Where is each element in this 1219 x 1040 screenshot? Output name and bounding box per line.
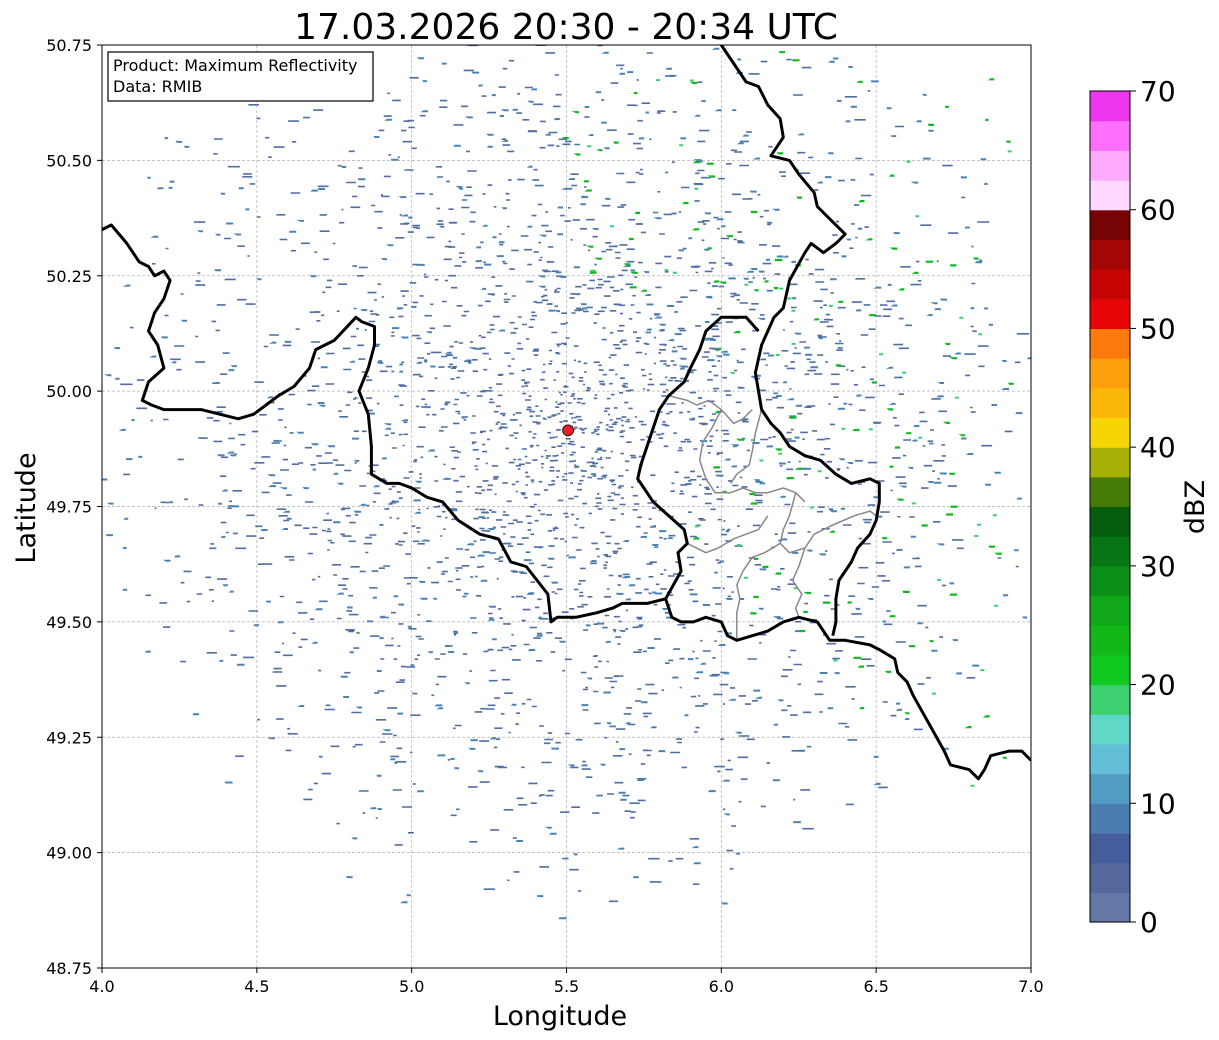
regional-borders bbox=[668, 394, 877, 641]
regional-border bbox=[686, 515, 769, 554]
colorbar-segment bbox=[1090, 565, 1130, 597]
y-tick-label: 49.00 bbox=[46, 844, 92, 863]
info-data-source: Data: RMIB bbox=[113, 77, 202, 96]
colorbar-segment bbox=[1090, 447, 1130, 478]
colorbar-segment bbox=[1090, 269, 1130, 300]
regional-border bbox=[668, 394, 753, 425]
colorbar-tick-label: 10 bbox=[1140, 787, 1176, 820]
colorbar-segment bbox=[1090, 536, 1130, 567]
y-tick-label: 48.75 bbox=[46, 959, 92, 978]
regional-border bbox=[736, 542, 781, 641]
colorbar-segment bbox=[1090, 506, 1130, 537]
colorbar-segment bbox=[1090, 654, 1130, 686]
colorbar-segment bbox=[1090, 328, 1130, 359]
national-border bbox=[719, 45, 847, 245]
radar-site-marker bbox=[562, 424, 574, 437]
colorbar-tick-label: 20 bbox=[1140, 669, 1176, 702]
colorbar-label: dBZ bbox=[1180, 480, 1211, 534]
map-panel: Product: Maximum Reflectivity Data: RMIB bbox=[101, 44, 1032, 969]
x-tick-label: 6.0 bbox=[709, 977, 734, 996]
y-tick-label: 50.75 bbox=[46, 36, 92, 55]
info-product: Product: Maximum Reflectivity bbox=[113, 56, 357, 75]
colorbar-segment bbox=[1090, 625, 1130, 656]
colorbar-segment bbox=[1090, 239, 1130, 270]
colorbar-segment bbox=[1090, 803, 1130, 834]
x-axis-ticks: 4.0 4.5 5.0 5.5 6.0 6.5 7.0 bbox=[89, 968, 1044, 996]
colorbar-segment bbox=[1090, 773, 1130, 804]
x-axis-label: Longitude bbox=[493, 1001, 627, 1032]
y-axis-label: Latitude bbox=[11, 452, 42, 563]
colorbar-tick-label: 40 bbox=[1140, 431, 1176, 464]
colorbar-frame bbox=[1089, 90, 1131, 923]
national-border bbox=[753, 241, 881, 637]
colorbar-segment bbox=[1090, 387, 1130, 419]
colorbar-segment bbox=[1090, 476, 1130, 508]
y-axis-ticks: 50.75 50.50 50.25 50.00 49.75 49.50 49.25 49.00… bbox=[46, 36, 102, 978]
colorbar-segment bbox=[1090, 180, 1130, 211]
y-tick-label: 50.50 bbox=[46, 151, 92, 170]
x-tick-label: 7.0 bbox=[1018, 977, 1043, 996]
colorbar-tick-label: 30 bbox=[1140, 550, 1176, 583]
colorbar-segment bbox=[1090, 120, 1130, 151]
y-tick-label: 49.50 bbox=[46, 613, 92, 632]
colorbar-segment bbox=[1090, 684, 1130, 715]
national-border bbox=[636, 315, 760, 600]
colorbar-segment bbox=[1090, 150, 1130, 181]
colorbar: 0 10 20 30 40 50 60 70 bbox=[1089, 75, 1176, 939]
colorbar-segment bbox=[1090, 358, 1130, 389]
colorbar-segment bbox=[1090, 298, 1130, 330]
colorbar-tick-label: 60 bbox=[1140, 194, 1176, 227]
regional-border bbox=[791, 547, 806, 618]
colorbar-segment bbox=[1090, 595, 1130, 626]
y-tick-label: 50.25 bbox=[46, 267, 92, 286]
x-tick-label: 5.5 bbox=[554, 977, 579, 996]
x-tick-label: 5.0 bbox=[399, 977, 424, 996]
national-borders bbox=[102, 45, 1031, 781]
x-tick-label: 6.5 bbox=[863, 977, 888, 996]
y-tick-label: 49.25 bbox=[46, 728, 92, 747]
colorbar-tick-label: 0 bbox=[1140, 906, 1158, 939]
colorbar-segment bbox=[1090, 714, 1130, 745]
colorbar-segment bbox=[1090, 862, 1130, 893]
colorbar-segment bbox=[1090, 91, 1130, 122]
y-tick-label: 50.00 bbox=[46, 382, 92, 401]
regional-border bbox=[698, 409, 806, 503]
colorbar-segment bbox=[1090, 209, 1130, 240]
regional-border bbox=[729, 409, 763, 484]
colorbar-tick-label: 50 bbox=[1140, 312, 1176, 345]
info-box-frame bbox=[107, 51, 374, 102]
colorbar-segment bbox=[1090, 832, 1130, 864]
x-tick-label: 4.5 bbox=[244, 977, 269, 996]
info-box: Product: Maximum Reflectivity Data: RMIB bbox=[107, 51, 374, 102]
colorbar-segment bbox=[1090, 892, 1130, 923]
plot-title: 17.03.2026 20:30 - 20:34 UTC bbox=[294, 7, 838, 48]
colorbar-segment bbox=[1090, 743, 1130, 775]
x-tick-label: 4.0 bbox=[89, 977, 114, 996]
national-border bbox=[102, 223, 1031, 781]
colorbar-tick-label: 70 bbox=[1140, 75, 1176, 108]
colorbar-segment bbox=[1090, 417, 1130, 448]
y-tick-label: 49.75 bbox=[46, 498, 92, 517]
